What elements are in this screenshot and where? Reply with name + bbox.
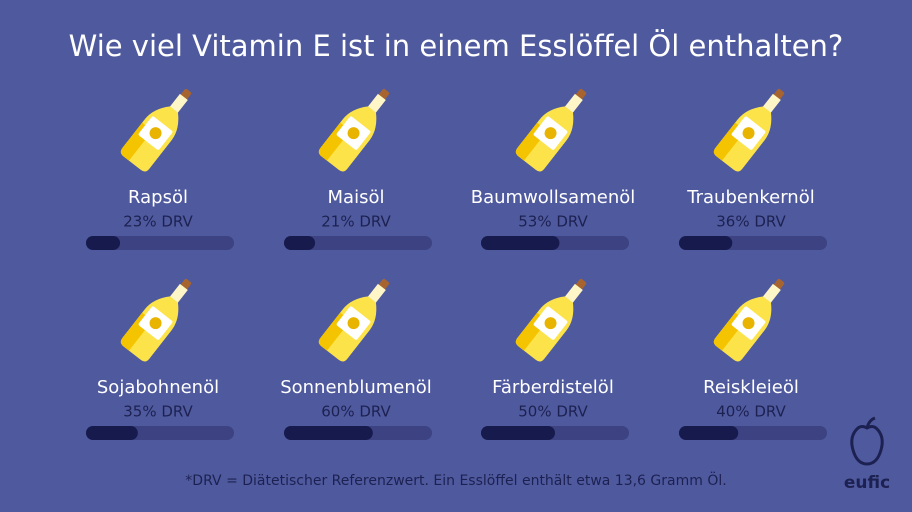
bottle-neck — [563, 283, 583, 305]
oil-name: Sojabohnenöl — [97, 377, 219, 398]
chart-title: Wie viel Vitamin E ist in einem Esslöffe… — [69, 29, 844, 63]
oil-name: Sonnenblumenöl — [280, 377, 432, 398]
bar-track — [86, 236, 234, 250]
bottle — [713, 88, 785, 172]
oil-name: Färberdistelöl — [492, 377, 614, 398]
bar — [679, 236, 733, 250]
label-icon — [149, 127, 162, 140]
bottle — [515, 88, 587, 172]
label-icon — [347, 127, 360, 140]
value-label: 21% DRV — [321, 213, 391, 231]
label-icon — [742, 317, 755, 330]
label-icon — [544, 127, 557, 140]
oil-name: Baumwollsamenöl — [471, 187, 636, 208]
bottle — [120, 278, 192, 362]
bottle-neck — [761, 283, 781, 305]
label-icon — [347, 317, 360, 330]
bottle-neck — [168, 93, 188, 115]
value-label: 23% DRV — [123, 213, 193, 231]
value-label: 53% DRV — [518, 213, 588, 231]
bottle-neck — [366, 93, 386, 115]
footnote: *DRV = Diätetischer Referenzwert. Ein Es… — [185, 471, 726, 489]
bottle-neck — [761, 93, 781, 115]
bottle-neck — [366, 283, 386, 305]
bottle — [318, 88, 390, 172]
value-label: 40% DRV — [716, 403, 786, 421]
bar — [481, 426, 555, 440]
bar — [86, 236, 121, 250]
logo-icon — [850, 416, 884, 466]
oil-name: Traubenkernöl — [686, 187, 814, 208]
oil-name: Rapsöl — [128, 187, 188, 208]
label-icon — [544, 317, 557, 330]
bottle — [120, 88, 192, 172]
value-label: 35% DRV — [123, 403, 193, 421]
value-label: 36% DRV — [716, 213, 786, 231]
value-label: 60% DRV — [321, 403, 391, 421]
bottle — [318, 278, 390, 362]
bottle-neck — [168, 283, 188, 305]
label-icon — [742, 127, 755, 140]
oil-name: Maisöl — [328, 187, 385, 208]
bar — [284, 426, 373, 440]
label-icon — [149, 317, 162, 330]
bar — [284, 236, 316, 250]
value-label: 50% DRV — [518, 403, 588, 421]
logo: eufic — [844, 473, 890, 493]
bar — [86, 426, 138, 440]
oil-name: Reiskleieöl — [703, 377, 799, 398]
bar-track — [284, 236, 432, 250]
bottle-neck — [563, 93, 583, 115]
bar — [481, 236, 560, 250]
bar — [679, 426, 739, 440]
bottle — [515, 278, 587, 362]
bottle — [713, 278, 785, 362]
